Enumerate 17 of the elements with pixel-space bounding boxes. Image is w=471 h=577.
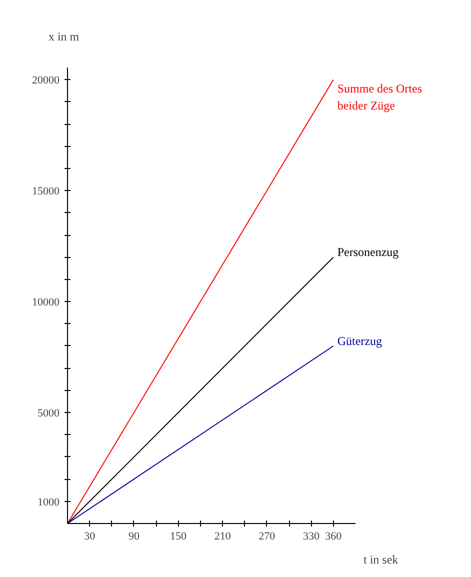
x-axis-title: t in sek	[364, 552, 398, 566]
series-label: Summe des Ortes beider Züge	[337, 82, 422, 113]
series-label: Personenzug	[337, 245, 399, 260]
x-tick-label: 90	[128, 530, 140, 542]
x-tick-label: 150	[170, 530, 188, 542]
y-axis-title: x in m	[48, 30, 80, 44]
y-tick-label: 5000	[38, 408, 60, 420]
x-tick-label: 270	[258, 530, 276, 542]
x-tick-label: 210	[214, 530, 232, 542]
series-label: Güterzug	[337, 334, 382, 348]
y-tick-label: 15000	[32, 186, 60, 198]
x-tick-label: 30	[84, 530, 96, 542]
y-tick-label: 20000	[32, 74, 60, 87]
x-tick-label: 330	[302, 530, 320, 542]
y-tick-label: 1000	[38, 496, 60, 508]
x-tick-label: 360	[325, 530, 342, 542]
y-tick-label: 10000	[32, 296, 60, 309]
